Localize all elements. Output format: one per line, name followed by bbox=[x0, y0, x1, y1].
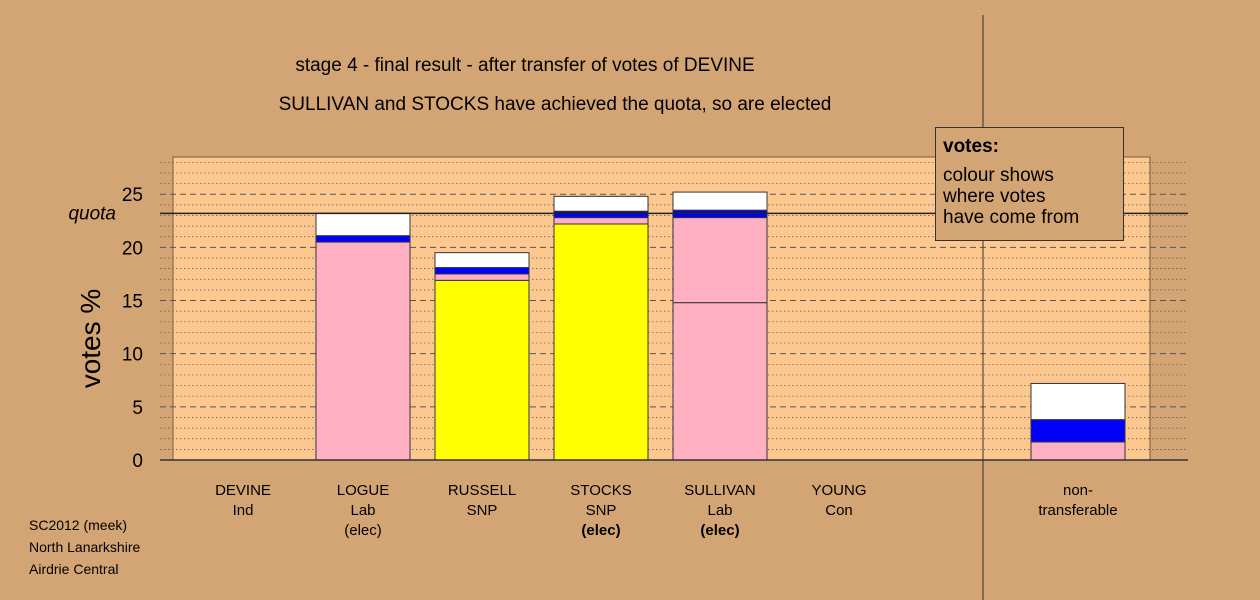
candidate-name: non- bbox=[1062, 482, 1094, 499]
bar-segment bbox=[553, 223, 649, 461]
candidate-name: STOCKS bbox=[570, 482, 632, 499]
bar-segment bbox=[553, 195, 649, 212]
bar-segment bbox=[1030, 382, 1126, 421]
bar-segment bbox=[672, 217, 768, 304]
bar-segment bbox=[1030, 441, 1126, 461]
bar-segment bbox=[553, 217, 649, 225]
bar-segment bbox=[434, 273, 530, 281]
bar-segment bbox=[1030, 419, 1126, 443]
y-tick-label: 10 bbox=[122, 345, 143, 366]
legend: votes: colour shows where votes have com… bbox=[935, 127, 1124, 241]
chart-subtitle: SULLIVAN and STOCKS have achieved the qu… bbox=[278, 94, 832, 115]
y-tick-label: 5 bbox=[132, 398, 143, 419]
y-tick-label: 0 bbox=[132, 451, 143, 472]
candidate-elected-note: (elec) bbox=[581, 522, 621, 539]
legend-line: colour shows bbox=[943, 165, 1054, 186]
candidate-party: Lab bbox=[350, 502, 376, 519]
category-label-russell: RUSSELL SNP bbox=[422, 481, 542, 521]
candidate-party: SNP bbox=[466, 502, 498, 519]
category-label-sullivan: SULLIVAN Lab (elec) bbox=[660, 481, 780, 541]
candidate-name: LOGUE bbox=[336, 482, 390, 499]
bar-segment bbox=[672, 302, 768, 461]
bar-segment bbox=[553, 210, 649, 219]
candidate-party: SNP bbox=[585, 502, 617, 519]
candidate-name: YOUNG bbox=[811, 482, 867, 499]
credit-line: Airdrie Central bbox=[29, 561, 119, 577]
chart-title: stage 4 - final result - after transfer … bbox=[295, 55, 755, 76]
bar-segment bbox=[315, 235, 411, 243]
candidate-elected-note: (elec) bbox=[344, 522, 382, 539]
y-tick-label: 15 bbox=[122, 292, 143, 313]
y-tick-label: 20 bbox=[122, 238, 143, 259]
bar-segment bbox=[434, 279, 530, 461]
credit-line: SC2012 (meek) bbox=[29, 517, 128, 533]
credits: SC2012 (meek) North Lanarkshire Airdrie … bbox=[29, 514, 140, 580]
category-label-non-transferable: non- transferable bbox=[1018, 481, 1138, 521]
candidate-name: SULLIVAN bbox=[684, 482, 756, 499]
bar-segment bbox=[434, 252, 530, 269]
candidate-party: transferable bbox=[1038, 502, 1118, 519]
legend-line: where votes bbox=[943, 186, 1046, 207]
credit-line: North Lanarkshire bbox=[29, 539, 141, 555]
category-label-stocks: STOCKS SNP (elec) bbox=[541, 481, 661, 541]
bar-segment bbox=[434, 267, 530, 275]
candidate-name: DEVINE bbox=[215, 482, 271, 499]
legend-line: have come from bbox=[943, 207, 1080, 228]
bar-segment bbox=[672, 191, 768, 211]
y-axis-label: votes % bbox=[75, 289, 106, 389]
candidate-elected-note: (elec) bbox=[700, 522, 740, 539]
legend-title: votes: bbox=[943, 136, 999, 157]
y-tick-label: 25 bbox=[122, 185, 143, 206]
bar-segment bbox=[315, 212, 411, 237]
category-label-logue: LOGUE Lab (elec) bbox=[303, 481, 423, 541]
candidate-party: Con bbox=[825, 502, 853, 519]
candidate-party: Lab bbox=[707, 502, 733, 519]
candidate-name: RUSSELL bbox=[447, 482, 517, 499]
category-label-young: YOUNG Con bbox=[779, 481, 899, 521]
category-label-devine: DEVINE Ind bbox=[183, 481, 303, 521]
quota-label: quota bbox=[68, 203, 116, 224]
bar-segment bbox=[315, 241, 411, 461]
candidate-party: Ind bbox=[232, 502, 254, 519]
